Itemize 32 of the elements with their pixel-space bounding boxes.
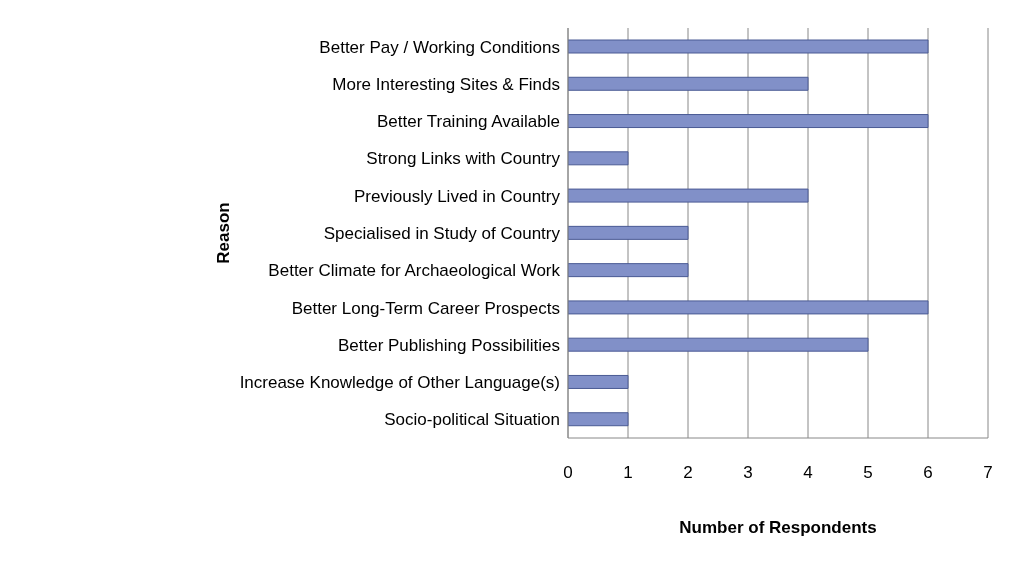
x-tick-label: 7 xyxy=(983,463,993,483)
x-tick-label: 6 xyxy=(923,463,933,483)
bar xyxy=(568,337,869,352)
y-tick-label: Previously Lived in Country xyxy=(354,186,561,206)
y-tick-label: Specialised in Study of Country xyxy=(323,224,561,244)
bar xyxy=(568,263,689,278)
y-tick-label: Better Long-Term Career Prospects xyxy=(291,298,560,318)
bar xyxy=(568,374,629,389)
x-tick-label: 4 xyxy=(803,463,813,483)
x-tick-label: 0 xyxy=(563,463,573,483)
bar xyxy=(568,412,629,427)
x-tick-label: 5 xyxy=(863,463,873,483)
y-tick-label: Better Pay / Working Conditions xyxy=(319,37,560,57)
y-tick-label: Increase Knowledge of Other Language(s) xyxy=(239,373,560,393)
y-tick-label: Better Climate for Archaeological Work xyxy=(268,261,561,281)
y-tick-label: More Interesting Sites & Finds xyxy=(332,74,560,94)
y-tick-label: Strong Links with Country xyxy=(366,149,561,169)
bar xyxy=(568,39,929,54)
bar xyxy=(568,300,929,315)
y-tick-label: Better Publishing Possibilities xyxy=(337,335,560,355)
bar xyxy=(568,114,929,129)
y-tick-label: Better Training Available xyxy=(376,112,560,132)
x-tick-label: 1 xyxy=(623,463,633,483)
x-tick-label: 2 xyxy=(683,463,693,483)
y-axis-title: Reason xyxy=(214,202,234,264)
bar xyxy=(568,225,689,240)
x-axis-title: Number of Respondents xyxy=(679,518,877,537)
x-tick-label: 3 xyxy=(743,463,753,483)
y-tick-label: Socio-political Situation xyxy=(384,410,560,430)
bar xyxy=(568,76,809,91)
bar xyxy=(568,188,809,203)
bar xyxy=(568,151,629,166)
